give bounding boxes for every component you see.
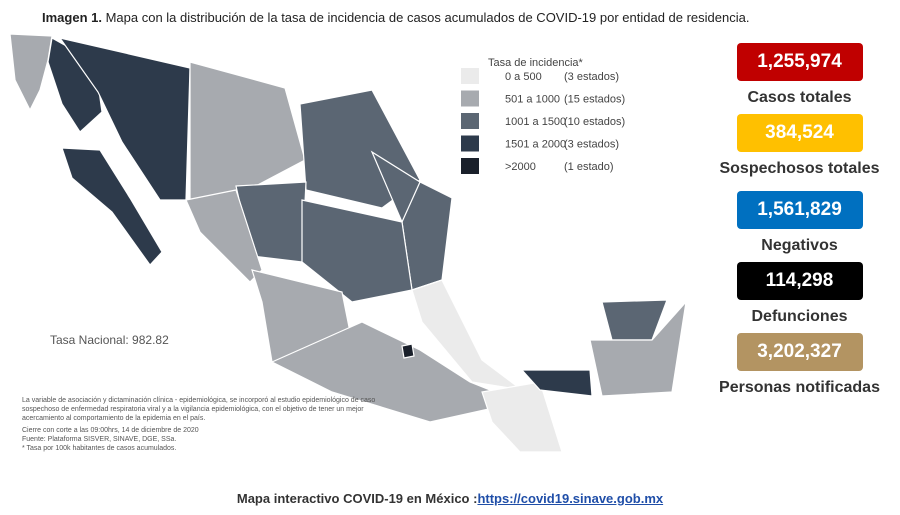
stat-label: Sospechosos totales (719, 160, 880, 177)
states (9, 33, 687, 453)
stat-value: 1,561,829 (736, 191, 863, 229)
footer-link[interactable]: https://covid19.sinave.gob.mx (477, 491, 664, 506)
stat-value: 3,202,327 (736, 333, 863, 371)
region (189, 61, 306, 201)
legend-range: 1501 a 2000 (505, 139, 566, 151)
footer-text: Mapa interactivo COVID-19 en México : (236, 491, 478, 506)
notes: La variable de asociación y dictaminació… (22, 396, 402, 453)
legend-count: (1 estado) (564, 161, 614, 173)
stat: 384,524 Sospechosos totales (712, 114, 887, 178)
note: La variable de asociación y dictaminació… (22, 397, 376, 422)
legend-range: 501 a 1000 (505, 94, 560, 106)
note: Cierre con corte a las 09:00hrs, 14 de d… (22, 427, 199, 434)
legend-swatch (461, 135, 479, 152)
legend-swatch (461, 158, 479, 174)
national-rate: Tasa Nacional: 982.82 (50, 333, 169, 347)
region (301, 199, 413, 303)
title-text: Mapa con la distribución de la tasa de i… (105, 10, 750, 25)
legend-count: (10 estados) (564, 116, 625, 128)
stat: 114,298 Defunciones (712, 262, 887, 326)
region (481, 381, 563, 453)
stat-label: Personas notificadas (719, 379, 880, 396)
stat: 1,255,974 Casos totales (712, 43, 887, 107)
title: Imagen 1. Mapa con la distribución de la… (42, 10, 749, 25)
note: Fuente: Plataforma SISVER, SINAVE, DGE, … (22, 436, 177, 443)
legend-range: 0 a 500 (505, 71, 542, 83)
stat-value: 114,298 (736, 262, 863, 300)
legend-title: Tasa de incidencia* (488, 57, 584, 69)
stat: 3,202,327 Personas notificadas (712, 333, 887, 397)
legend-count: (3 estados) (564, 139, 619, 151)
stat: 1,561,829 Negativos (712, 191, 887, 255)
legend-swatch (461, 113, 479, 129)
title-label: Imagen 1. (42, 10, 102, 25)
legend: 0 a 500 (3 estados) 501 a 1000 (15 estados)… (461, 68, 625, 174)
note: * Tasa por 100k habitantes de casos acum… (22, 445, 177, 452)
region (61, 147, 163, 266)
region (589, 300, 687, 397)
stat-label: Defunciones (751, 308, 848, 325)
footer: Mapa interactivo COVID-19 en México :htt… (0, 491, 900, 506)
legend-swatch (461, 68, 479, 84)
stat-label: Casos totales (747, 89, 852, 106)
legend-swatch (461, 90, 479, 107)
stat-value: 1,255,974 (736, 43, 863, 81)
region (401, 343, 415, 359)
region (520, 369, 593, 397)
stat-label: Negativos (761, 237, 838, 254)
legend-count: (15 estados) (564, 94, 625, 106)
region (9, 33, 53, 112)
legend-range: 1001 a 1500 (505, 116, 566, 128)
stat-value: 384,524 (736, 114, 863, 152)
legend-count: (3 estados) (564, 71, 619, 83)
legend-range: >2000 (505, 161, 536, 173)
